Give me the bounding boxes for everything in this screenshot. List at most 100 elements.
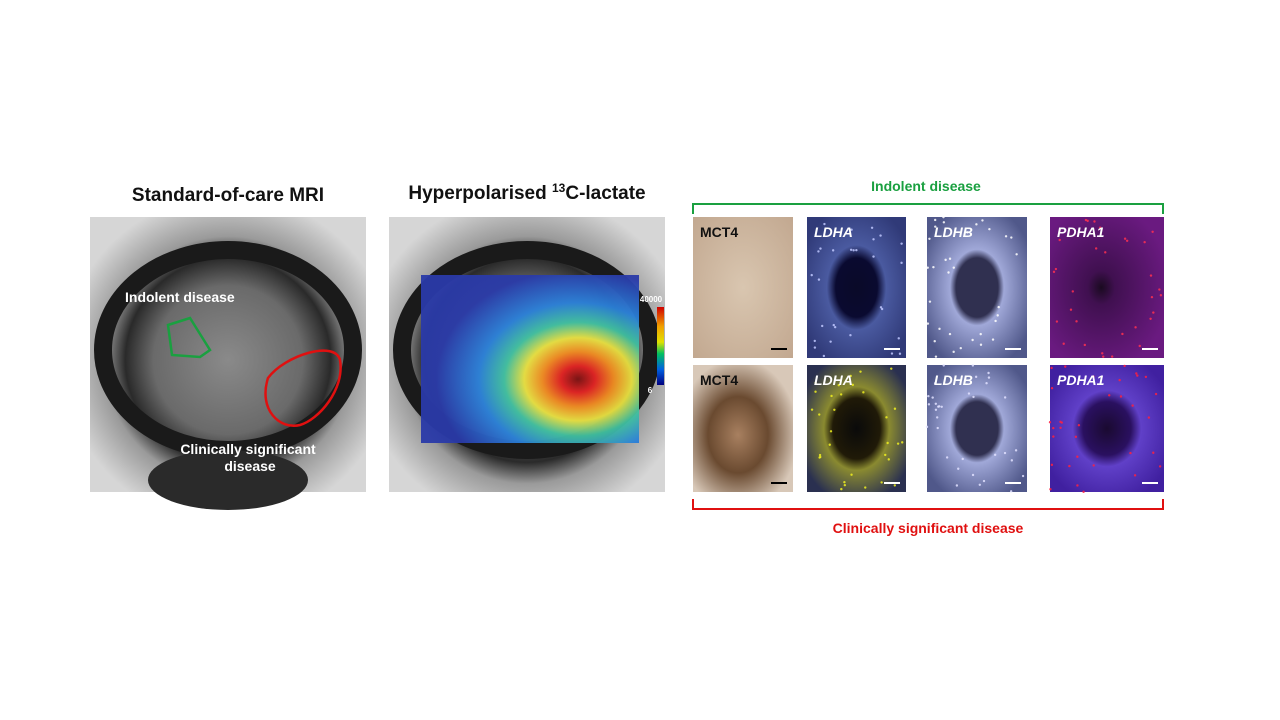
speckle	[839, 393, 843, 396]
speckle	[933, 218, 937, 222]
speckle	[937, 405, 940, 408]
speckle	[833, 325, 837, 329]
speckle	[997, 305, 1000, 309]
speckle	[1133, 474, 1137, 477]
speckle	[935, 416, 939, 419]
speckle	[975, 223, 978, 226]
speckle	[843, 480, 846, 484]
speckle	[934, 402, 938, 405]
speckle	[1143, 240, 1146, 244]
histology-grid: MCT4 LDHA LDHB PDHA1 MCT4 LDHA LDHB PDHA1	[693, 215, 1164, 494]
speckle	[893, 407, 897, 410]
speckle	[837, 384, 840, 387]
speckle	[1009, 490, 1013, 493]
speckle	[991, 338, 995, 341]
panel-label: MCT4	[700, 224, 738, 240]
speckle	[961, 457, 964, 461]
speckle	[1010, 459, 1014, 462]
speckle	[862, 391, 865, 394]
significant-label: disease	[224, 458, 276, 474]
speckle	[928, 237, 931, 240]
speckle	[1050, 463, 1054, 467]
speckle	[1093, 220, 1096, 223]
speckle	[840, 487, 843, 491]
speckle	[1084, 218, 1088, 222]
speckle	[1152, 451, 1155, 454]
speckle	[994, 319, 997, 323]
speckle	[887, 458, 890, 461]
speckle	[938, 327, 941, 331]
histology-panel	[807, 365, 906, 492]
panel-label: PDHA1	[1057, 224, 1105, 240]
speckle	[996, 314, 999, 317]
speckle	[1154, 392, 1158, 396]
speckle	[813, 346, 817, 349]
speckle	[818, 413, 821, 416]
speckle	[859, 370, 862, 373]
speckle	[1094, 247, 1098, 250]
speckle	[942, 364, 945, 367]
speckle	[982, 479, 986, 483]
speckle	[1150, 295, 1154, 299]
speckle	[1101, 352, 1104, 355]
speckle	[1003, 451, 1007, 455]
speckle	[879, 306, 883, 309]
speckle	[1021, 474, 1025, 478]
speckle	[955, 484, 959, 487]
indolent-label: Indolent disease	[125, 289, 235, 305]
speckle	[896, 442, 900, 445]
speckle	[940, 405, 943, 408]
speckle	[934, 355, 938, 358]
speckle	[849, 334, 852, 337]
speckle	[987, 371, 990, 375]
speckle	[971, 338, 974, 342]
speckle	[1136, 374, 1139, 377]
speckle	[872, 238, 875, 241]
speckle	[898, 352, 902, 355]
speckle	[849, 374, 852, 378]
speckle	[979, 343, 983, 346]
speckle	[925, 425, 929, 429]
speckle	[1059, 426, 1062, 430]
histology-panel	[1050, 365, 1164, 492]
speckle	[933, 382, 937, 385]
speckle	[927, 394, 930, 398]
speckle	[900, 242, 903, 245]
mri-title: Standard-of-care MRI	[132, 185, 324, 206]
speckle	[1092, 375, 1095, 378]
speckle	[832, 323, 835, 327]
speckle	[971, 473, 975, 477]
speckle	[1068, 464, 1071, 468]
speckle	[817, 250, 820, 253]
speckle	[1064, 365, 1067, 368]
panel-label: LDHA	[814, 372, 853, 388]
speckle	[1076, 484, 1079, 487]
speckle	[1159, 294, 1163, 297]
speckle	[1076, 455, 1079, 458]
speckle	[974, 375, 978, 379]
speckle	[1134, 326, 1137, 329]
speckle	[814, 381, 817, 385]
speckle	[864, 486, 867, 489]
speckle	[942, 215, 945, 219]
speckle	[1052, 435, 1055, 438]
histology-panel	[1050, 217, 1164, 358]
speckle	[1098, 226, 1102, 229]
speckle	[828, 443, 831, 446]
speckle	[1015, 253, 1018, 256]
speckle	[1014, 449, 1018, 452]
title-superscript: 13	[552, 181, 566, 195]
speckle	[934, 408, 938, 411]
panel-label: LDHB	[934, 224, 973, 240]
speckle	[927, 403, 931, 406]
speckle	[823, 222, 826, 226]
speckle	[981, 219, 984, 222]
speckle	[893, 484, 896, 487]
histology-panel	[927, 217, 1027, 358]
speckle	[987, 376, 991, 379]
speckle	[810, 273, 813, 277]
speckle	[890, 367, 893, 370]
speckle	[1071, 290, 1075, 293]
speckle	[1123, 364, 1126, 368]
